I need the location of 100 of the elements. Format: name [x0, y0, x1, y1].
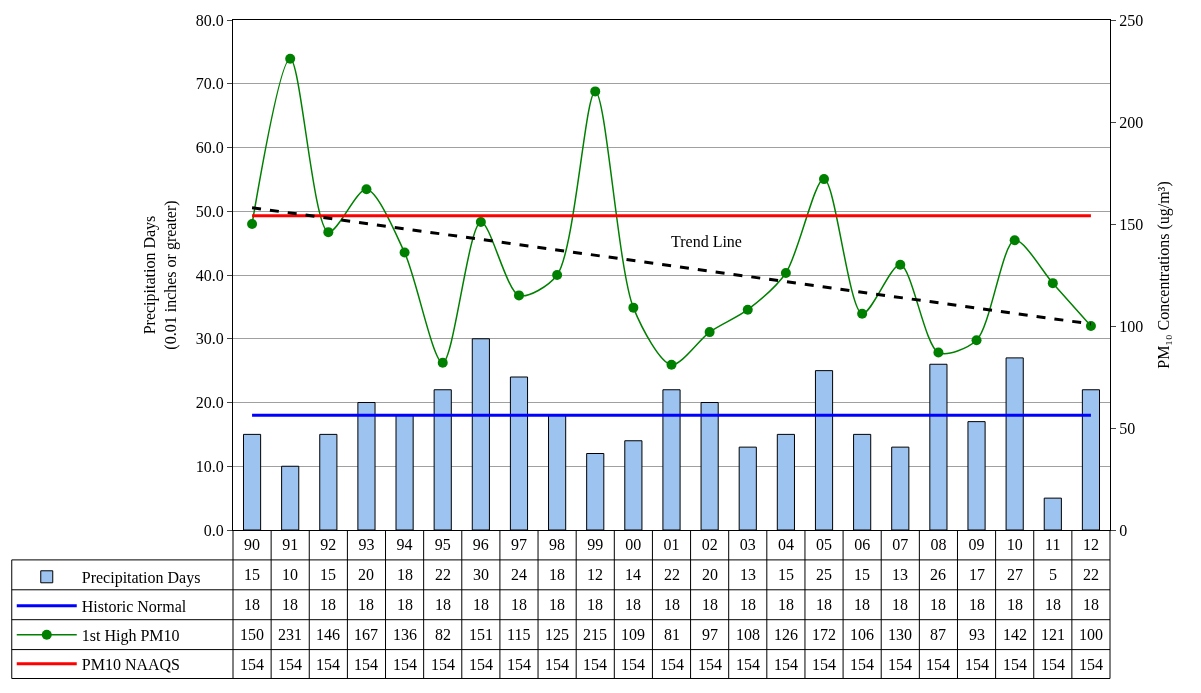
- point: [780, 267, 791, 278]
- y2-tick-label: 150: [1119, 215, 1144, 233]
- data-label: 18: [549, 566, 565, 583]
- data-label: 18: [397, 596, 413, 613]
- data-label: 87: [930, 626, 946, 643]
- point: [437, 357, 448, 368]
- legend-label: Precipitation Days: [81, 569, 201, 588]
- data-label: 5: [1049, 566, 1057, 583]
- x-tick-label: 90: [244, 536, 261, 554]
- data-label: 22: [1083, 566, 1099, 583]
- y-tick-label: 40.0: [195, 266, 224, 284]
- x-tick-label: 92: [320, 536, 337, 554]
- point: [1047, 278, 1058, 289]
- data-label: 100: [1079, 626, 1103, 643]
- data-label: 154: [774, 656, 798, 673]
- data-label: 15: [854, 566, 870, 583]
- data-label: 130: [888, 626, 912, 643]
- data-label: 18: [702, 596, 718, 613]
- x-tick-label: 00: [625, 536, 642, 554]
- data-label: 154: [507, 656, 531, 673]
- y-tick-label: 50.0: [195, 202, 224, 220]
- data-label: 20: [702, 566, 718, 583]
- data-label: 154: [278, 656, 302, 673]
- legend-label: Historic Normal: [81, 598, 187, 616]
- x-tick-label: 11: [1045, 536, 1061, 554]
- data-label: 97: [702, 626, 718, 643]
- data-label: 24: [511, 566, 527, 583]
- data-label: 121: [1041, 626, 1065, 643]
- data-label: 18: [549, 596, 565, 613]
- point: [971, 335, 982, 346]
- x-tick-label: 93: [358, 536, 375, 554]
- data-label: 13: [740, 566, 756, 583]
- data-label: 154: [469, 656, 493, 673]
- data-label: 106: [850, 626, 874, 643]
- data-label: 154: [316, 656, 340, 673]
- data-label: 146: [316, 626, 340, 643]
- point: [399, 247, 410, 258]
- data-label: 25: [816, 566, 832, 583]
- data-label: 10: [282, 566, 298, 583]
- data-label: 231: [278, 626, 302, 643]
- data-label: 154: [660, 656, 684, 673]
- x-tick-label: 99: [587, 536, 604, 554]
- data-label: 154: [698, 656, 722, 673]
- y-tick-label: 70.0: [195, 75, 224, 93]
- data-label: 18: [435, 596, 451, 613]
- data-label: 81: [664, 626, 680, 643]
- point: [704, 327, 715, 338]
- data-label: 154: [583, 656, 607, 673]
- x-tick-label: 98: [549, 536, 566, 554]
- point: [361, 184, 372, 195]
- y2-tick-label: 50: [1119, 419, 1136, 437]
- annotation: Trend Line: [671, 233, 742, 250]
- y-tick-label: 20.0: [195, 394, 224, 412]
- point: [323, 227, 334, 238]
- data-label: 18: [778, 596, 794, 613]
- data-label: 27: [1007, 566, 1023, 583]
- legend-label: PM10 NAAQS: [81, 656, 181, 674]
- point: [590, 86, 601, 97]
- data-label: 15: [244, 566, 260, 583]
- data-label: 18: [664, 596, 680, 613]
- legend-label: 1st High PM10: [81, 627, 180, 646]
- x-tick-label: 06: [854, 536, 871, 554]
- data-label: 22: [664, 566, 680, 583]
- point: [666, 359, 677, 370]
- data-label: 15: [320, 566, 336, 583]
- point: [285, 53, 296, 64]
- data-label: 108: [736, 626, 760, 643]
- point: [247, 219, 258, 229]
- data-label: 151: [469, 626, 493, 643]
- data-label: 18: [1007, 596, 1023, 613]
- data-label: 154: [850, 656, 874, 673]
- data-label: 154: [736, 656, 760, 673]
- data-label: 154: [812, 656, 836, 673]
- data-label: 18: [397, 566, 413, 583]
- point: [895, 259, 906, 270]
- data-label: 18: [282, 596, 298, 613]
- point: [552, 270, 563, 280]
- data-label: 14: [625, 566, 641, 583]
- data-label: 18: [244, 596, 260, 613]
- data-label: 109: [621, 626, 645, 643]
- x-tick-label: 08: [930, 536, 947, 554]
- data-label: 17: [969, 566, 985, 583]
- x-tick-label: 04: [777, 536, 794, 554]
- data-label: 154: [1041, 656, 1065, 673]
- x-tick-label: 09: [968, 536, 985, 554]
- y2-tick-label: 0: [1119, 521, 1128, 539]
- data-label: 154: [431, 656, 455, 673]
- x-tick-label: 05: [816, 536, 833, 554]
- point: [819, 174, 830, 185]
- data-label: 142: [1003, 626, 1027, 643]
- data-label: 154: [1079, 656, 1103, 673]
- y-tick-label: 30.0: [195, 330, 224, 348]
- x-tick-label: 94: [396, 536, 413, 554]
- data-label: 82: [435, 626, 451, 643]
- data-label: 18: [358, 596, 374, 613]
- y-tick-label: 0.0: [203, 521, 224, 539]
- x-tick-label: 07: [892, 536, 909, 554]
- data-label: 215: [583, 626, 607, 643]
- y-axis-title: Precipitation Days (0.01 inches or greater): [140, 200, 180, 350]
- x-tick-label: 96: [472, 536, 489, 554]
